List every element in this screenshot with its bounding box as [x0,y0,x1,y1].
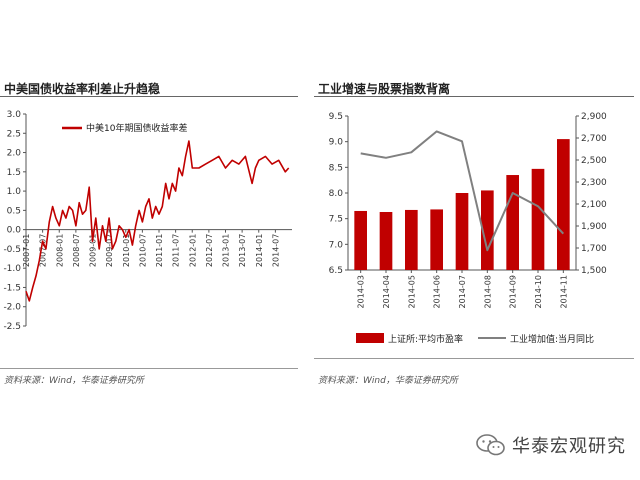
left-chart-title: 中美国债收益率利差止升趋稳 [4,82,161,96]
right-right-y-tick-label: 2,100 [581,200,607,210]
left-x-tick-label: 2014-07 [271,234,280,267]
right-bottom-rule [314,358,634,359]
right-x-tick-label: 2014-05 [407,275,416,308]
right-x-tick-label: 2014-08 [483,275,492,308]
left-x-tick-label: 2008-01 [55,234,64,267]
left-x-tick-label: 2011-07 [172,234,181,267]
right-x-tick-label: 2014-11 [559,275,568,308]
left-x-tick-label: 2013-07 [238,234,247,267]
left-x-tick-label: 2010-01 [122,234,131,267]
right-left-y-tick-label: 8.5 [329,163,343,173]
left-series-line [25,140,290,302]
left-y-tick-label: -1.5 [3,283,21,293]
right-left-y-tick-label: 8.0 [329,189,344,199]
right-left-y-tick-label: 9.5 [329,112,343,122]
right-legend-bar-swatch [356,333,384,343]
left-x-tick-label: 2013-01 [222,234,231,267]
right-legend-bar-label: 上证所:平均市盈率 [388,333,463,345]
left-y-tick-label: -2.0 [3,303,21,313]
left-y-tick-label: 1.5 [7,168,21,178]
right-right-y-tick-label: 2,900 [581,112,607,122]
left-x-tick-label: 2008-07 [72,234,81,267]
left-y-tick-label: 0.0 [7,226,22,236]
right-left-y-tick-label: 7.5 [329,215,343,225]
right-bar [531,168,545,270]
right-bar [354,210,367,270]
right-bar [379,211,393,270]
right-bar [481,190,494,270]
right-left-y-tick-label: 7.0 [329,240,344,250]
right-right-y-tick-label: 2,500 [581,156,607,166]
right-bar [430,209,443,270]
left-x-tick-label: 2007-07 [39,234,48,267]
right-series-line [360,130,565,252]
left-x-tick-label: 2007-01 [22,234,31,267]
right-x-tick-label: 2014-06 [433,275,442,308]
left-y-tick-label: 3.0 [7,110,22,120]
right-right-y-tick-label: 2,700 [581,134,607,144]
right-x-tick-label: 2014-10 [534,275,543,308]
right-x-tick-label: 2014-09 [509,275,518,308]
right-x-tick-label: 2014-04 [382,275,391,308]
right-legend-line-label: 工业增加值:当月同比 [510,333,594,345]
left-x-tick-label: 2012-01 [188,234,197,267]
right-right-y-tick-label: 2,300 [581,178,607,188]
left-title-rule [0,96,298,97]
left-y-tick-label: 1.0 [7,187,22,197]
left-x-tick-label: 2010-07 [138,234,147,267]
left-source-note: 资料来源：Wind，华泰证券研究所 [4,376,144,386]
right-chart-title: 工业增速与股票指数背离 [318,82,451,96]
right-left-y-tick-label: 6.5 [329,266,343,276]
left-x-tick-label: 2009-07 [105,234,114,267]
left-legend-label: 中美10年期国债收益率差 [86,122,187,134]
right-title-rule [314,96,634,97]
left-x-tick-label: 2012-07 [205,234,214,267]
right-chart-svg: 9.5 9.0 8.5 8.0 7.5 7.0 6.5 2,900 2,700 2,500 2,30… [329,112,607,345]
right-x-tick-label: 2014-03 [357,275,366,308]
left-x-tick-label: 2011-01 [155,234,164,267]
wechat-icon [476,434,505,456]
left-y-tick-label: 2.5 [7,129,21,139]
right-bar [405,209,418,270]
left-bottom-rule [0,368,298,369]
right-right-y-tick-label: 1,500 [581,266,607,276]
right-bar [557,139,570,270]
left-y-tick-label: -1.0 [3,264,21,274]
right-left-y-tick-label: 9.0 [329,138,344,148]
left-y-tick-label: -0.5 [3,245,21,255]
left-y-tick-label: 0.5 [7,206,21,216]
left-chart-svg: 3.0 2.5 2.0 1.5 1.0 0.5 0.0 -0.5 -1.0 -1.5 -2.0 -2.… [3,110,292,332]
left-x-tick-label: 2009-01 [89,234,98,267]
left-y-tick-label: -2.5 [3,322,21,332]
right-bar [506,175,519,270]
left-y-tick-label: 2.0 [7,149,22,159]
right-right-y-tick-label: 1,700 [581,244,607,254]
watermark-text: 华泰宏观研究 [512,436,626,457]
right-bar [455,193,469,270]
right-x-tick-label: 2014-07 [458,275,467,308]
left-x-tick-label: 2014-01 [255,234,264,267]
right-right-y-tick-label: 1,900 [581,222,607,232]
watermark: 华泰宏观研究 [476,432,626,458]
right-source-note: 资料来源：Wind，华泰证券研究所 [318,376,458,386]
